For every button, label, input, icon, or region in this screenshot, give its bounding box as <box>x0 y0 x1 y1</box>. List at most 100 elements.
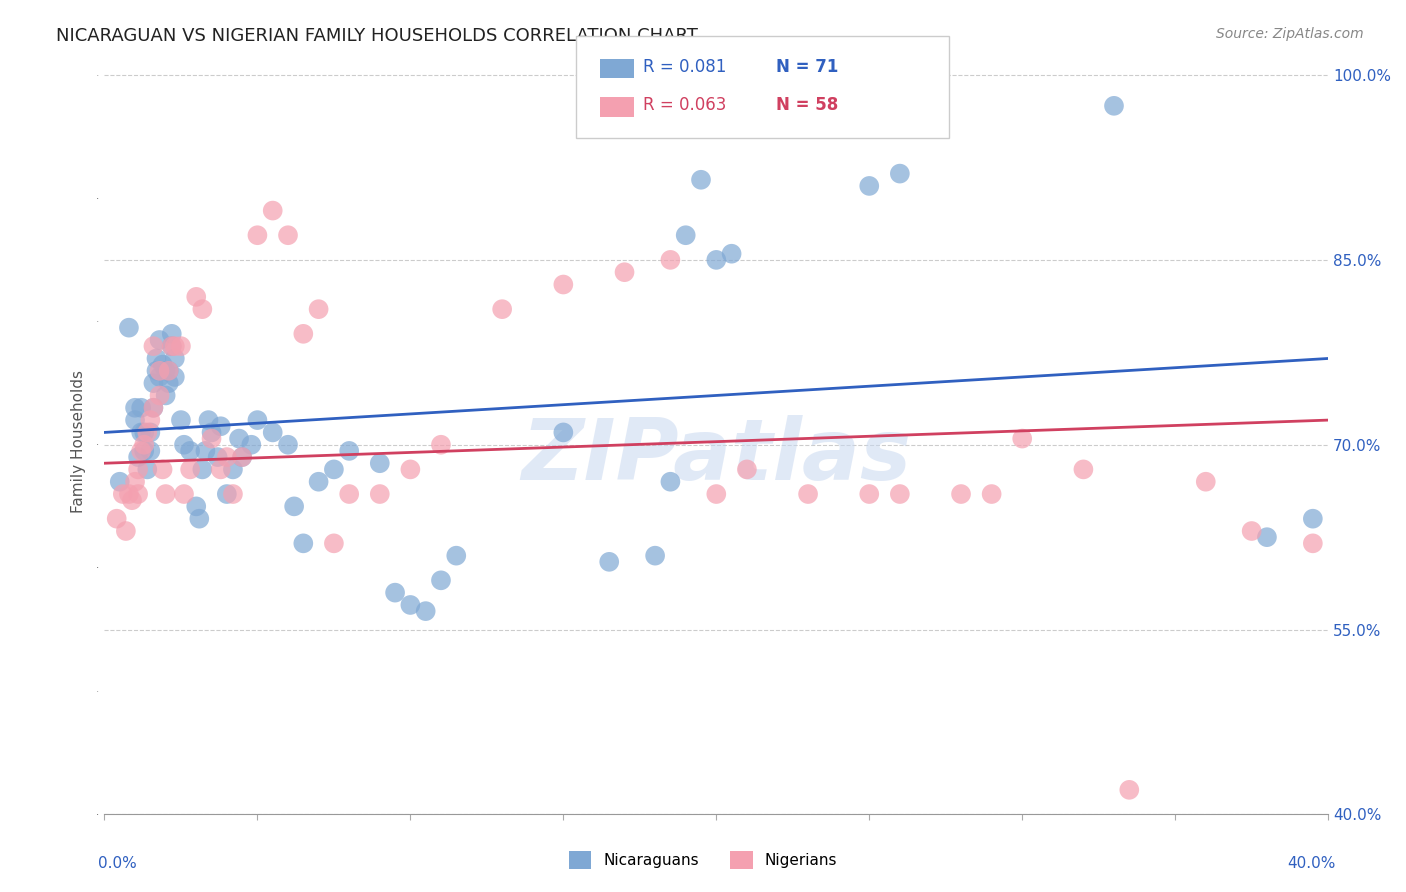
Text: Source: ZipAtlas.com: Source: ZipAtlas.com <box>1216 27 1364 41</box>
Point <box>308 302 330 317</box>
Point <box>222 462 245 476</box>
Point <box>134 443 156 458</box>
Point <box>262 425 284 440</box>
Point <box>553 425 575 440</box>
Point <box>308 475 330 489</box>
Point <box>118 320 141 334</box>
Point <box>142 401 165 415</box>
Point <box>142 376 165 391</box>
Point <box>118 487 141 501</box>
Point <box>240 438 263 452</box>
Point <box>1256 530 1278 544</box>
Point <box>920 99 942 113</box>
Point <box>148 333 170 347</box>
Point <box>384 585 406 599</box>
Point <box>675 228 697 243</box>
Point <box>1011 432 1033 446</box>
Point <box>283 500 305 514</box>
Point <box>858 178 880 193</box>
Point <box>209 419 232 434</box>
Point <box>124 401 146 415</box>
Point <box>179 443 201 458</box>
Text: R = 0.063: R = 0.063 <box>643 96 725 114</box>
Point <box>134 425 156 440</box>
Point <box>191 302 214 317</box>
Point <box>108 475 131 489</box>
Point <box>262 203 284 218</box>
Point <box>186 290 208 304</box>
Point <box>152 462 174 476</box>
Point <box>1073 462 1095 476</box>
Point <box>148 388 170 402</box>
Legend: Nicaraguans, Nigerians: Nicaraguans, Nigerians <box>562 845 844 875</box>
Point <box>142 401 165 415</box>
Point <box>157 364 180 378</box>
Text: NICARAGUAN VS NIGERIAN FAMILY HOUSEHOLDS CORRELATION CHART: NICARAGUAN VS NIGERIAN FAMILY HOUSEHOLDS… <box>56 27 699 45</box>
Point <box>491 302 513 317</box>
Point <box>215 487 238 501</box>
Point <box>129 401 152 415</box>
Point <box>170 413 193 427</box>
Point <box>659 475 682 489</box>
Point <box>415 604 437 618</box>
Point <box>200 432 222 446</box>
Point <box>797 487 820 501</box>
Point <box>152 358 174 372</box>
Point <box>124 413 146 427</box>
Point <box>139 425 162 440</box>
Point <box>163 351 186 366</box>
Point <box>228 432 250 446</box>
Point <box>129 443 152 458</box>
Point <box>207 450 229 464</box>
Point <box>155 388 177 402</box>
Point <box>170 339 193 353</box>
Point <box>690 173 713 187</box>
Point <box>858 487 880 501</box>
Point <box>179 462 201 476</box>
Point <box>222 487 245 501</box>
Point <box>246 228 269 243</box>
Point <box>277 228 299 243</box>
Point <box>889 487 911 501</box>
Point <box>735 462 758 476</box>
Point <box>160 339 183 353</box>
Point <box>1240 524 1263 538</box>
Point <box>194 443 217 458</box>
Point <box>1102 99 1125 113</box>
Point <box>598 555 620 569</box>
Point <box>430 574 453 588</box>
Point <box>337 443 360 458</box>
Point <box>163 370 186 384</box>
Point <box>337 487 360 501</box>
Point <box>148 370 170 384</box>
Point <box>246 413 269 427</box>
Point <box>368 456 391 470</box>
Point <box>950 487 973 501</box>
Point <box>980 487 1002 501</box>
Point <box>136 462 159 476</box>
Point <box>553 277 575 292</box>
Point <box>188 511 211 525</box>
Point <box>111 487 134 501</box>
Point <box>155 487 177 501</box>
Point <box>136 425 159 440</box>
Point <box>231 450 253 464</box>
Point <box>1195 475 1218 489</box>
Point <box>1302 511 1324 525</box>
Point <box>292 536 315 550</box>
Text: R = 0.081: R = 0.081 <box>643 58 725 76</box>
Point <box>209 462 232 476</box>
Point <box>127 462 149 476</box>
Point <box>197 413 219 427</box>
Text: 40.0%: 40.0% <box>1288 856 1336 871</box>
Point <box>148 364 170 378</box>
Point <box>231 450 253 464</box>
Point <box>613 265 636 279</box>
Text: N = 71: N = 71 <box>776 58 838 76</box>
Point <box>127 487 149 501</box>
Point <box>191 462 214 476</box>
Y-axis label: Family Households: Family Households <box>72 370 86 513</box>
Text: ZIPatlas: ZIPatlas <box>522 415 911 498</box>
Point <box>127 450 149 464</box>
Point <box>1118 782 1140 797</box>
